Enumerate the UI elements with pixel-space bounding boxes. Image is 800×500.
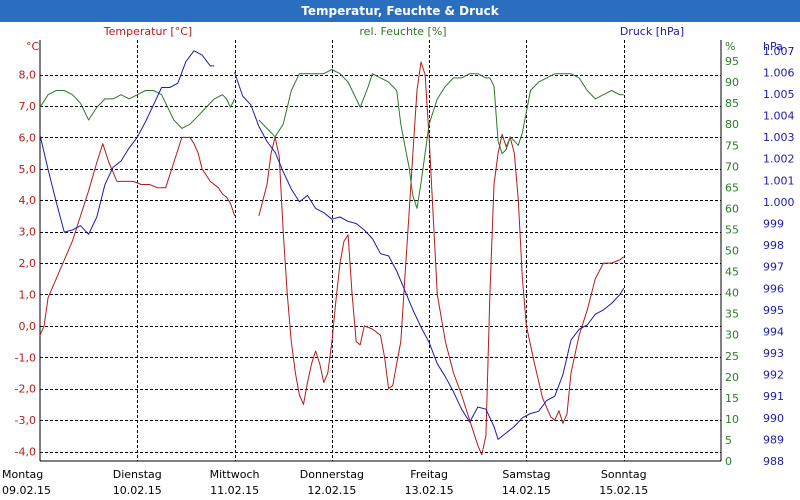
- x-axis-day-name: Sonntag: [601, 468, 647, 481]
- pressure-tick-label: 988: [763, 455, 784, 468]
- x-axis-day-name: Freitag: [410, 468, 448, 481]
- pressure-series-line: [39, 50, 215, 235]
- x-axis-day-name: Mittwoch: [210, 468, 260, 481]
- temperature-tick-label: -1,0: [15, 351, 36, 364]
- pressure-series-label: Druck [hPa]: [620, 25, 684, 38]
- humidity-tick-label: 0: [725, 455, 732, 468]
- temperature-series-label: Temperatur [°C]: [103, 25, 192, 38]
- x-axis-day-name: Donnerstag: [300, 468, 364, 481]
- x-axis-day-name: Samstag: [502, 468, 550, 481]
- pressure-tick-label: 999: [763, 218, 784, 231]
- x-axis-date: 12.02.15: [307, 484, 356, 497]
- temperature-tick-label: 5,0: [19, 163, 37, 176]
- temperature-tick-label: 2,0: [19, 257, 37, 270]
- pressure-tick-label: 1.004: [763, 110, 795, 123]
- temperature-tick-label: -4,0: [15, 446, 36, 459]
- x-axis-day-labels: Montag 09.02.15 Dienstag 10.02.15 Mittwoch 11…: [2, 468, 648, 497]
- pressure-tick-label: 997: [763, 261, 784, 274]
- humidity-tick-label: 80: [725, 118, 739, 131]
- pressure-tick-label: 1.006: [763, 66, 795, 79]
- pressure-tick-label: 990: [763, 412, 784, 425]
- humidity-tick-label: 65: [725, 181, 739, 194]
- humidity-tick-label: 75: [725, 139, 739, 152]
- plot-area: [40, 40, 721, 461]
- humidity-series-label: rel. Feuchte [%]: [359, 25, 446, 38]
- temperature-tick-label: 8,0: [19, 69, 37, 82]
- pressure-tick-label: 995: [763, 304, 784, 317]
- grid-lines: [40, 40, 721, 461]
- humidity-tick-label: 60: [725, 202, 739, 215]
- x-axis-day-name: Dienstag: [113, 468, 162, 481]
- x-axis-date: 15.02.15: [599, 484, 648, 497]
- humidity-tick-label: 30: [725, 329, 739, 342]
- chart-title: Temperatur, Feuchte & Druck: [0, 0, 800, 22]
- humidity-tick-label: 85: [725, 97, 739, 110]
- pressure-tick-label: 1.001: [763, 174, 795, 187]
- pressure-tick-label: 1.000: [763, 196, 795, 209]
- pressure-tick-label: 1.007: [763, 45, 795, 58]
- humidity-tick-label: 95: [725, 55, 739, 68]
- humidity-tick-label: 90: [725, 76, 739, 89]
- pressure-tick-label: 996: [763, 282, 784, 295]
- humidity-tick-label: 55: [725, 223, 739, 236]
- pressure-tick-label: 991: [763, 390, 784, 403]
- pressure-tick-label: 994: [763, 325, 784, 338]
- pressure-tick-label: 1.005: [763, 88, 795, 101]
- data-lines: [39, 50, 625, 456]
- pressure-axis-unit: hPa: [763, 40, 783, 53]
- humidity-tick-label: 70: [725, 160, 739, 173]
- humidity-tick-label: 25: [725, 350, 739, 363]
- x-axis-date: 11.02.15: [210, 484, 259, 497]
- x-axis-date: 10.02.15: [113, 484, 162, 497]
- temperature-tick-label: 1,0: [19, 288, 37, 301]
- humidity-series-line: [39, 90, 236, 129]
- pressure-tick-label: 1.002: [763, 153, 795, 166]
- temperature-tick-label: -2,0: [15, 383, 36, 396]
- humidity-tick-label: 20: [725, 371, 739, 384]
- temperature-tick-label: 0,0: [19, 320, 37, 333]
- humidity-series-line: [258, 69, 624, 209]
- humidity-tick-label: 15: [725, 392, 739, 405]
- pressure-series-line: [234, 72, 625, 440]
- humidity-tick-label: 50: [725, 245, 739, 258]
- temperature-tick-label: 7,0: [19, 100, 37, 113]
- humidity-tick-label: 40: [725, 287, 739, 300]
- temperature-tick-label: 6,0: [19, 131, 37, 144]
- temperature-tick-label: 4,0: [19, 194, 37, 207]
- pressure-tick-label: 998: [763, 239, 784, 252]
- pressure-tick-label: 993: [763, 347, 784, 360]
- pressure-tick-label: 1.003: [763, 131, 795, 144]
- temperature-axis-unit: °C: [26, 40, 40, 53]
- x-axis-day-name: Montag: [2, 468, 43, 481]
- humidity-tick-label: 35: [725, 308, 739, 321]
- pressure-axis-ticks: 1.007 1.006 1.005 1.004 1.003 1.002 1.001 1.000…: [763, 45, 795, 468]
- x-axis-date: 09.02.15: [2, 484, 51, 497]
- temperature-tick-label: -3,0: [15, 414, 36, 427]
- humidity-tick-label: 5: [725, 434, 732, 447]
- humidity-axis-unit: %: [725, 40, 735, 53]
- x-axis-date: 14.02.15: [502, 484, 551, 497]
- temperature-axis-ticks: 8,0 7,0 6,0 5,0 4,0 3,0 2,0 1,0 0,0 -1,0 -2,0 -3,0 -…: [15, 69, 36, 459]
- humidity-tick-label: 45: [725, 266, 739, 279]
- temperature-series-line: [258, 61, 625, 456]
- temperature-tick-label: 3,0: [19, 226, 37, 239]
- pressure-tick-label: 989: [763, 433, 784, 446]
- x-axis-date: 13.02.15: [405, 484, 454, 497]
- pressure-tick-label: 992: [763, 369, 784, 382]
- humidity-tick-label: 10: [725, 413, 739, 426]
- temperature-series-line: [39, 136, 236, 336]
